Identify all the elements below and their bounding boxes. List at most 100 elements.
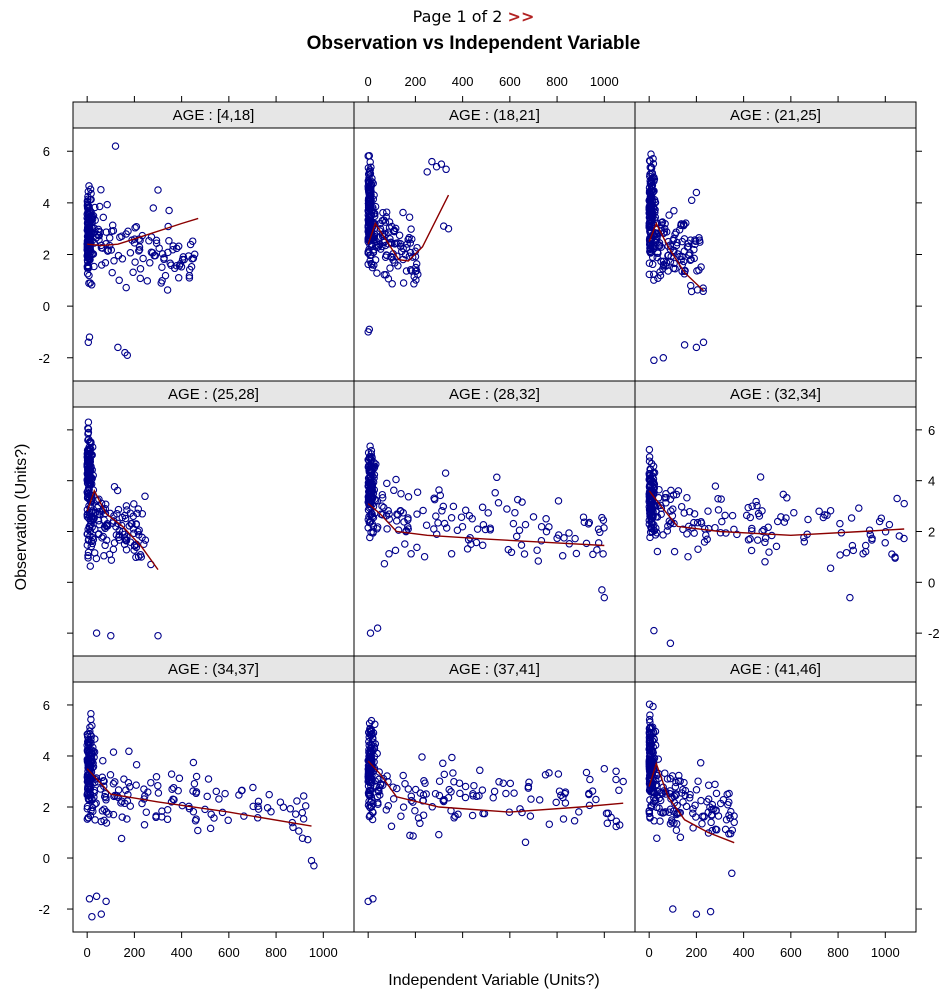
panel-7-points: [83, 709, 318, 921]
data-point: [704, 795, 713, 803]
data-point: [680, 270, 689, 278]
data-point: [679, 798, 687, 806]
data-point: [612, 767, 620, 776]
data-point: [138, 799, 146, 808]
data-point: [224, 816, 232, 825]
data-point: [372, 782, 381, 791]
data-point: [413, 543, 421, 552]
data-point: [114, 505, 123, 514]
data-point: [848, 541, 857, 550]
panel-9-smooth-line: [648, 761, 735, 844]
data-point: [117, 834, 126, 843]
data-point: [92, 892, 101, 901]
data-point: [89, 471, 97, 480]
data-point: [521, 520, 530, 529]
data-point: [102, 897, 110, 906]
data-point: [648, 787, 656, 796]
data-point: [91, 216, 99, 224]
data-point: [185, 274, 194, 282]
data-point: [527, 795, 535, 803]
data-point: [87, 732, 96, 740]
data-point: [559, 815, 568, 823]
data-point: [428, 157, 436, 166]
data-point: [761, 534, 770, 542]
data-point: [83, 200, 92, 208]
x-tick-label: 0: [646, 945, 653, 960]
data-point: [489, 793, 497, 802]
panel-6-points: [645, 445, 908, 648]
data-point: [378, 502, 386, 510]
data-point: [140, 540, 148, 548]
data-point: [545, 769, 553, 777]
data-point: [646, 215, 655, 224]
data-point: [842, 548, 851, 557]
data-point: [366, 465, 375, 473]
data-point: [666, 639, 675, 648]
data-point: [451, 812, 459, 820]
data-point: [366, 758, 374, 766]
data-point: [130, 500, 138, 508]
data-point: [646, 533, 654, 542]
data-point: [440, 796, 448, 804]
data-point: [121, 536, 130, 544]
data-point: [83, 449, 92, 458]
data-point: [647, 248, 655, 257]
data-point: [364, 777, 372, 786]
data-point: [600, 524, 608, 532]
data-point: [510, 789, 518, 797]
data-point: [126, 249, 135, 257]
data-point: [662, 499, 670, 507]
data-point: [652, 780, 661, 789]
data-point: [412, 260, 421, 268]
data-point: [826, 564, 835, 572]
data-point: [881, 539, 889, 547]
data-point: [728, 511, 737, 520]
data-point: [453, 526, 462, 535]
x-tick-label: 600: [499, 74, 521, 89]
data-point: [130, 542, 139, 550]
data-point: [149, 204, 158, 212]
data-point: [420, 552, 429, 561]
data-point: [649, 748, 657, 757]
data-point: [122, 502, 131, 510]
data-point: [673, 238, 681, 247]
data-point: [174, 786, 182, 795]
data-point: [382, 208, 391, 216]
data-point: [122, 283, 130, 292]
data-point: [592, 795, 600, 804]
next-page-link[interactable]: >>: [507, 7, 535, 26]
data-point: [390, 486, 398, 495]
data-point: [552, 798, 560, 807]
data-point: [298, 808, 307, 817]
data-point: [174, 242, 183, 251]
data-point: [646, 814, 654, 822]
data-point: [706, 907, 715, 916]
data-point: [704, 781, 713, 789]
data-point: [464, 536, 473, 544]
data-point: [86, 508, 94, 517]
data-point: [155, 244, 163, 252]
data-point: [116, 233, 124, 241]
data-point: [406, 248, 415, 257]
data-point: [518, 808, 526, 817]
panel-8-strip: [353, 655, 636, 683]
data-point: [92, 629, 101, 637]
data-point: [709, 805, 718, 813]
data-point: [748, 502, 756, 510]
data-point: [752, 497, 760, 506]
data-point: [85, 796, 94, 805]
data-point: [88, 721, 96, 730]
x-tick-label: 200: [686, 945, 708, 960]
data-point: [114, 343, 122, 352]
data-point: [88, 224, 97, 233]
data-point: [651, 797, 659, 805]
data-point: [683, 243, 692, 251]
data-point: [602, 809, 611, 818]
data-point: [502, 789, 510, 798]
data-point: [667, 507, 675, 515]
data-point: [676, 777, 684, 785]
data-point: [97, 910, 106, 918]
data-point: [405, 213, 414, 221]
data-point: [490, 787, 499, 796]
data-point: [458, 522, 467, 531]
